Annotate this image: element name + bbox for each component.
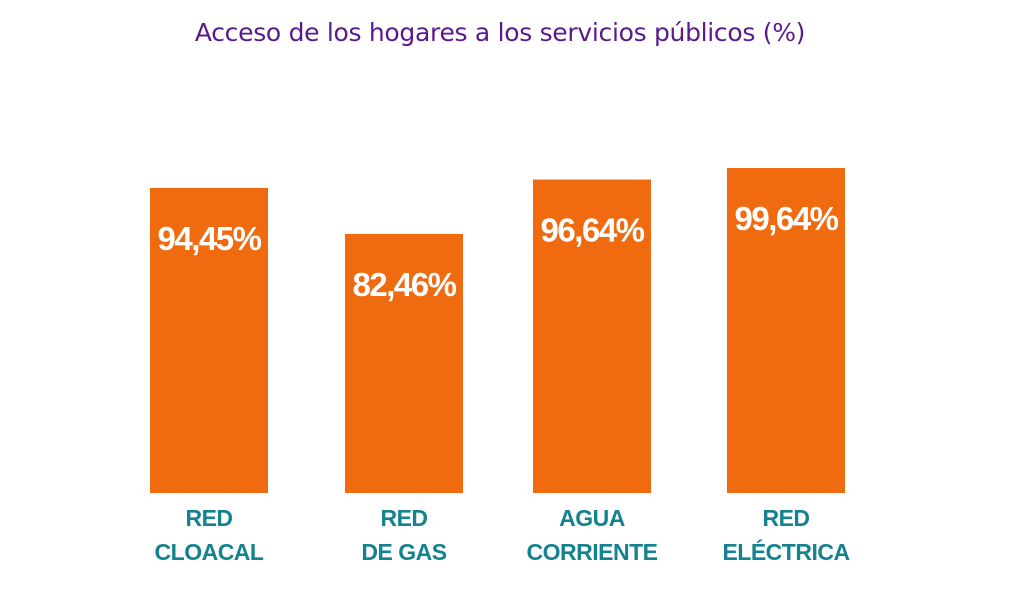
value-label: 96,64%	[541, 212, 645, 249]
category-label: ELÉCTRICA	[722, 538, 849, 565]
bar-4	[727, 168, 845, 493]
bar-1	[150, 187, 268, 493]
value-label: 99,64%	[735, 200, 839, 237]
bar-2	[345, 233, 463, 493]
bar-3	[533, 179, 651, 493]
category-label: CLOACAL	[155, 539, 264, 565]
value-label: 82,46%	[353, 266, 457, 303]
value-label: 94,45%	[158, 220, 262, 257]
category-label: CORRIENTE	[527, 539, 658, 565]
category-label: RED	[185, 505, 232, 531]
chart-title: Acceso de los hogares a los servicios pú…	[194, 18, 806, 47]
category-label: AGUA	[559, 505, 625, 531]
category-label: RED	[380, 505, 427, 531]
category-label: RED	[762, 505, 809, 531]
category-label: DE GAS	[361, 539, 446, 565]
